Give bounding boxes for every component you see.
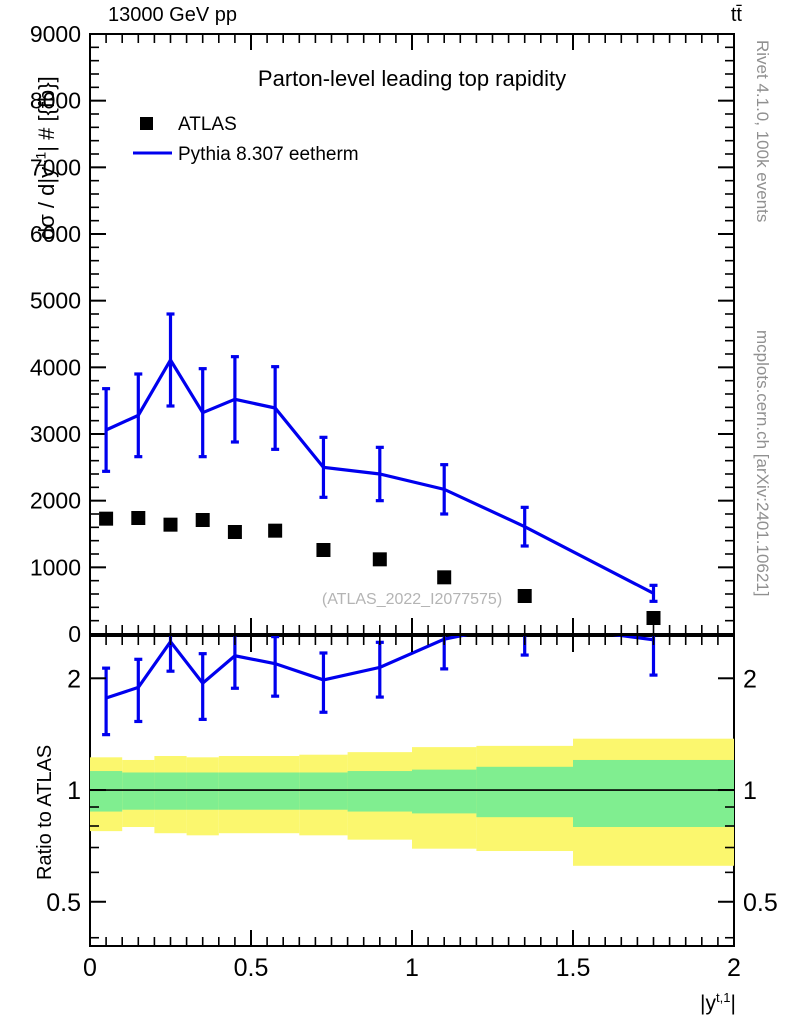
atlas-data-point: [227, 525, 242, 539]
x-tick-label: 0.5: [234, 954, 269, 982]
ratio-band-inner: [186, 772, 219, 810]
ratio-band-inner: [90, 771, 123, 812]
legend: ATLAS Pythia 8.307 eetherm: [133, 114, 359, 165]
ratio-axis-ticks: [89, 636, 735, 946]
ratio-band-inner: [412, 769, 477, 814]
y-tick-label: 2000: [30, 488, 81, 514]
ratio-y-tick-label: 0.5: [46, 889, 81, 917]
y-tick-label: 1000: [30, 554, 81, 580]
x-axis-label-sup: t,1: [715, 990, 731, 1005]
y-tick-label: 5000: [30, 288, 81, 314]
atlas-data-point: [316, 543, 331, 557]
ratio-y-tick-label: 0.5: [743, 889, 778, 917]
x-tick-label: 1: [405, 954, 419, 982]
y-tick-label: 0: [68, 621, 81, 647]
main-panel: 0 1000 2000 3000 4000 5000 6000 7000 8000 9000 Pa…: [30, 21, 735, 647]
legend-label-atlas[interactable]: ATLAS: [178, 114, 237, 135]
x-tick-label: 1.5: [556, 954, 591, 982]
ratio-y-tick-labels-left: 0.5 1 2: [46, 665, 81, 916]
y-axis-label-post: | # [{fb}]: [34, 76, 59, 152]
atlas-data-point: [195, 513, 210, 527]
ratio-y-tick-label: 1: [67, 777, 81, 805]
ratio-y-tick-label: 1: [743, 777, 757, 805]
ratio-band-inner: [573, 759, 734, 828]
ratio-band-inner: [476, 766, 573, 818]
sidebar-reference-info: mcplots.cern.ch [arXiv:2401.10621]: [753, 330, 772, 597]
y-tick-label: 6000: [30, 221, 81, 247]
x-axis-label-post: |: [730, 992, 736, 1015]
atlas-data-point: [268, 523, 283, 538]
atlas-data-point: [437, 570, 452, 585]
ratio-band-inner: [251, 772, 300, 810]
ratio-y-tick-label: 2: [67, 665, 81, 693]
ratio-band-inner: [122, 772, 155, 810]
x-tick-labels: 0 0.5 1 1.5 2: [83, 954, 741, 982]
x-tick-label: 0: [83, 954, 97, 982]
sidebar-generator-info-text: Rivet 4.1.0, 100k events: [753, 40, 772, 223]
header-process-label: tt̄: [730, 4, 742, 26]
ratio-y-tick-label: 2: [743, 665, 757, 693]
series-pythia-main: [102, 312, 658, 603]
dataset-watermark: (ATLAS_2022_I2077575): [322, 591, 502, 608]
y-tick-label: 9000: [30, 21, 81, 47]
ratio-uncertainty-bands: [90, 738, 734, 866]
atlas-data-point: [372, 552, 387, 567]
y-axis-label-main: dσ / d|yt,1| # [{fb}]: [34, 76, 60, 240]
x-axis-label-pre: |y: [700, 992, 716, 1015]
series-pythia-ratio: [102, 636, 658, 737]
atlas-data-point: [131, 511, 146, 525]
main-y-tick-labels: 0 1000 2000 3000 4000 5000 6000 7000 8000 9000: [30, 21, 81, 647]
legend-marker-atlas: [140, 117, 153, 130]
x-axis-label: |yt,1|: [700, 990, 736, 1016]
atlas-data-point: [163, 517, 178, 532]
y-tick-label: 3000: [30, 421, 81, 447]
y-axis-label-pre: dσ / d|y: [34, 166, 59, 240]
atlas-data-point: [99, 511, 114, 526]
ratio-band-inner: [347, 771, 412, 812]
atlas-data-point: [646, 611, 661, 625]
ratio-panel: 0.5 1 2 0.5 1 2 0 0.5 1 1.5 2: [46, 635, 778, 982]
series-atlas-main: [99, 511, 661, 625]
ratio-band-inner: [154, 772, 187, 810]
ratio-y-tick-labels-right: 0.5 1 2: [743, 665, 778, 916]
x-tick-label: 2: [727, 954, 741, 982]
legend-label-pythia[interactable]: Pythia 8.307 eetherm: [178, 144, 359, 165]
main-panel-frame: [89, 33, 735, 635]
y-tick-label: 7000: [30, 154, 81, 180]
ratio-band-inner: [218, 772, 251, 810]
y-tick-label: 8000: [30, 88, 81, 114]
y-tick-label: 4000: [30, 354, 81, 380]
atlas-data-point: [517, 589, 532, 603]
y-axis-label-ratio: Ratio to ATLAS: [34, 744, 56, 880]
y-axis-label-sup: t,1: [33, 151, 49, 167]
ratio-band-inner: [299, 772, 348, 810]
main-axis-ticks: [89, 33, 735, 635]
plot-title: Parton-level leading top rapidity: [258, 66, 566, 91]
header-beam-info: 13000 GeV pp: [108, 4, 237, 26]
